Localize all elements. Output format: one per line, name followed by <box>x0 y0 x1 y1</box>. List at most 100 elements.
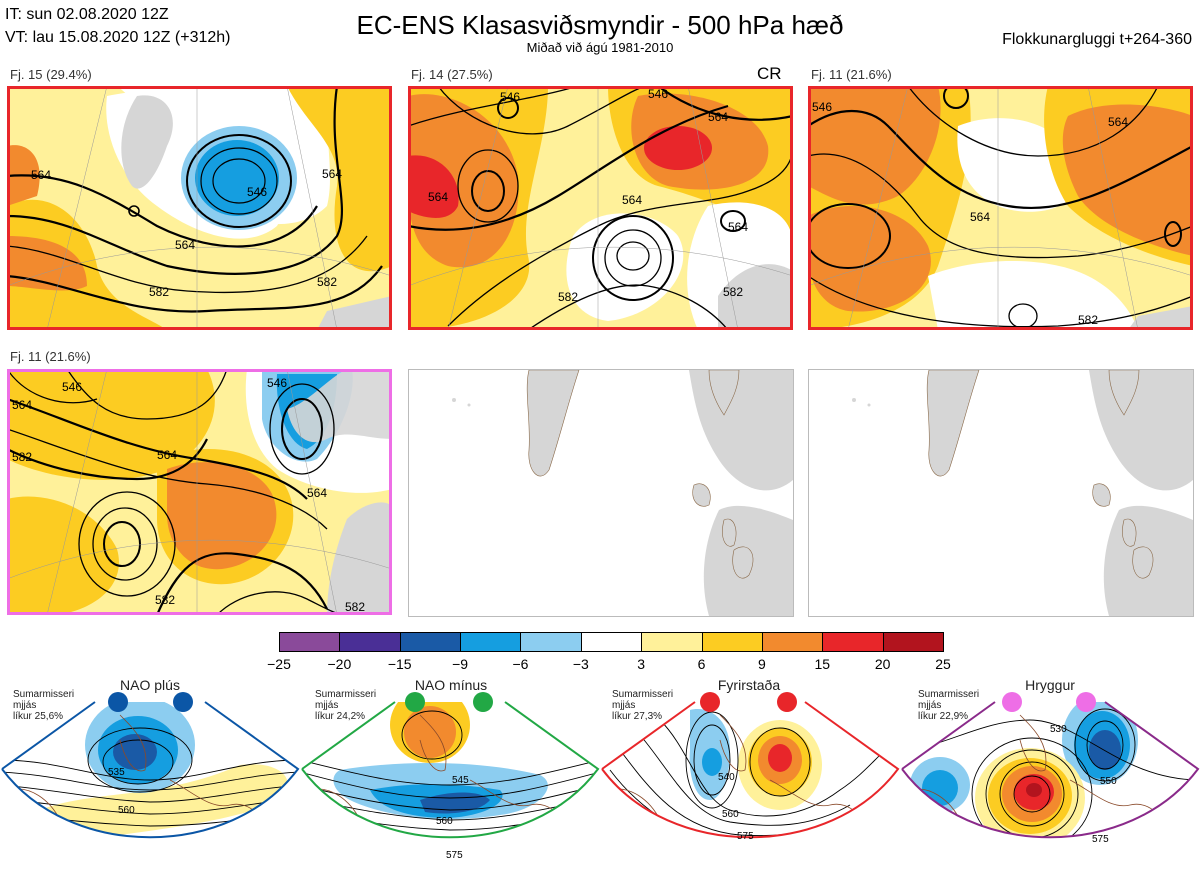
regime-3-probability: líkur 27,3% <box>612 711 663 722</box>
colorbar-tick-label: −3 <box>572 656 589 672</box>
contour-label: 564 <box>157 448 177 462</box>
regime-3-season: Sumarmisseri <box>612 689 674 700</box>
classification-window: Flokkunargluggi t+264-360 <box>1002 31 1192 48</box>
contour-label: 564 <box>307 486 327 500</box>
cluster-map-4: 546 546 564 564 564 582 582 582 <box>7 369 392 615</box>
colorbar-segment <box>701 632 763 652</box>
regime-ridge: 530 550 575 <box>900 690 1200 871</box>
regime-contour-label: 575 <box>1092 834 1109 845</box>
regime-contour-label: 560 <box>722 809 739 820</box>
regime-4-season: Sumarmisseri <box>918 689 980 700</box>
colorbar-tick-label: 3 <box>637 656 646 672</box>
regime-4-probability: líkur 22,9% <box>918 711 969 722</box>
regime-2-title: NAO mínus <box>414 677 488 693</box>
regime-blocking: 540 560 575 <box>600 690 900 871</box>
regime-1-smoothing: mjjás <box>13 700 37 711</box>
regime-contour-label: 550 <box>1100 776 1117 787</box>
regime-4-smoothing: mjjás <box>918 700 942 711</box>
contour-label: 564 <box>175 238 195 252</box>
cluster-map-3: 546 564 564 582 <box>808 86 1193 330</box>
valid-time: VT: lau 15.08.2020 12Z (+312h) <box>5 29 231 46</box>
contour-label: 564 <box>31 168 51 182</box>
regime-3-title: Fyrirstaða <box>717 677 781 693</box>
colorbar-segment <box>399 632 462 652</box>
contour-label: 564 <box>970 210 990 224</box>
contour-label: 564 <box>1108 115 1128 129</box>
regime-1-season: Sumarmisseri <box>13 689 75 700</box>
regime-3-smoothing: mjjás <box>612 700 636 711</box>
contour-label: 582 <box>345 600 365 614</box>
contour-label: 546 <box>812 100 832 114</box>
colorbar-tick-label: 6 <box>697 656 706 672</box>
contour-label: 564 <box>708 110 728 124</box>
contour-label: 564 <box>622 193 642 207</box>
contour-label: 564 <box>322 167 342 181</box>
contour-label: 546 <box>62 380 82 394</box>
regime-2-smoothing: mjjás <box>315 700 339 711</box>
regime-1-title: NAO plús <box>120 677 180 693</box>
empty-map-1 <box>408 369 794 617</box>
contour-label: 564 <box>428 190 448 204</box>
colorbar-tick-label: −6 <box>512 656 529 672</box>
contour-label: 546 <box>500 90 520 104</box>
contour-label: 582 <box>12 450 32 464</box>
panel-3-frame <box>808 86 1193 330</box>
colorbar-segment <box>520 632 582 652</box>
contour-label: 546 <box>247 185 267 199</box>
contour-label: 546 <box>267 376 287 390</box>
colorbar-tick-label: 9 <box>758 656 766 672</box>
colorbar-tick-label: 15 <box>814 656 831 672</box>
contour-label: 582 <box>1078 313 1098 327</box>
regime-nao-minus: 545 560 575 <box>300 690 600 871</box>
colorbar-tick-label: 20 <box>874 656 891 672</box>
regime-1-probability: líkur 25,6% <box>13 711 64 722</box>
panel-3-label: Fj. 11 (21.6%) <box>811 67 892 82</box>
colorbar-tick-label: −9 <box>452 656 469 672</box>
colorbar-segment <box>641 632 703 652</box>
colorbar <box>279 632 944 652</box>
contour-label: 564 <box>728 220 748 234</box>
cluster-map-1: 546 564 564 582 564 582 <box>7 86 392 330</box>
regime-contour-label: 560 <box>118 805 135 816</box>
colorbar-tick-label: −20 <box>327 656 352 672</box>
regime-contour-label: 530 <box>1050 724 1067 735</box>
colorbar-tick-label: 25 <box>935 656 951 672</box>
regime-contour-label: 545 <box>452 775 469 786</box>
colorbar-segment <box>339 632 401 652</box>
panel-4-label: Fj. 11 (21.6%) <box>10 349 91 364</box>
colorbar-segment <box>882 632 944 652</box>
regime-contour-label: 535 <box>108 767 125 778</box>
regime-2-probability: líkur 24,2% <box>315 711 366 722</box>
panel-2-frame <box>408 86 793 330</box>
panel-2-label: Fj. 14 (27.5%) <box>411 67 493 82</box>
colorbar-segment <box>822 632 884 652</box>
colorbar-segment <box>460 632 522 652</box>
contour-label: 582 <box>149 285 169 299</box>
contour-label: 582 <box>723 285 743 299</box>
panel-2-badge: CR <box>757 64 782 83</box>
colorbar-tick-label: −15 <box>387 656 412 672</box>
page-title: EC-ENS Klasasviðsmyndir - 500 hPa hæð <box>356 10 844 40</box>
contour-label: 582 <box>558 290 578 304</box>
colorbar-segment <box>580 632 643 652</box>
panel-1-label: Fj. 15 (29.4%) <box>10 67 92 82</box>
empty-map-2 <box>808 369 1194 617</box>
regime-contour-label: 575 <box>446 850 463 861</box>
regime-contour-label: 540 <box>718 772 735 783</box>
contour-label: 582 <box>317 275 337 289</box>
regime-2-season: Sumarmisseri <box>315 689 377 700</box>
regime-contour-label: 575 <box>737 831 754 842</box>
colorbar-segment <box>279 632 341 652</box>
regime-nao-plus: 535 560 <box>0 690 300 871</box>
panel-1-frame <box>7 86 392 330</box>
page-subtitle: Miðað við ágú 1981-2010 <box>526 40 674 55</box>
contour-label: 582 <box>155 593 175 607</box>
panel-4-frame <box>7 369 392 615</box>
init-time: IT: sun 02.08.2020 12Z <box>5 6 169 23</box>
colorbar-tick-label: −25 <box>267 656 291 672</box>
regime-contour-label: 560 <box>436 816 453 827</box>
colorbar-ticks: −25 −20 −15 −9 −6 −3 3 6 9 15 20 25 <box>267 656 951 674</box>
contour-label: 546 <box>648 87 668 101</box>
contour-label: 564 <box>12 398 32 412</box>
colorbar-segment <box>761 632 824 652</box>
